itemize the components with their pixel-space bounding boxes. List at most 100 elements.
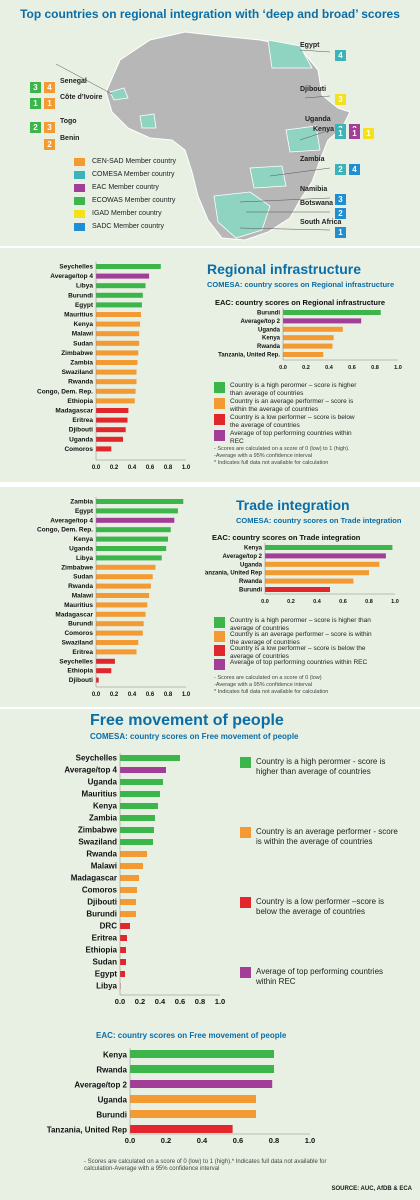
category-label: Rwanda: [239, 579, 263, 585]
trade-comesa-chart: Zambia Egypt Average/top 4 Congo, Dem. Rep.…: [37, 497, 191, 698]
bar: [96, 536, 168, 542]
category-label: Average/top 2: [223, 554, 263, 560]
category-label: Swaziland: [62, 640, 93, 647]
tick-label: 0.4: [128, 465, 137, 471]
bar: [96, 508, 178, 514]
movement-eac-title: EAC: country scores on Free movement of …: [96, 1031, 287, 1040]
legend-item: Country is an average performer – score …: [214, 631, 374, 647]
category-label: Average/top 4: [50, 273, 93, 280]
category-label: Malawi: [91, 862, 117, 871]
category-label: Kenya: [93, 802, 118, 811]
category-label: Seychelles: [59, 658, 93, 665]
bar: [96, 621, 144, 627]
category-label: Ethiopia: [67, 668, 93, 675]
bar: [120, 863, 143, 869]
bar: [120, 755, 180, 761]
tick-label: 0.6: [233, 1136, 243, 1145]
score-badge: 1: [30, 98, 41, 109]
map-title: Top countries on regional integration wi…: [20, 7, 400, 21]
legend-swatch: [214, 430, 225, 441]
category-label: Average/top 4: [50, 517, 93, 524]
legend-text: Country is an average performer – score …: [230, 631, 372, 646]
category-label: Madagascar: [55, 611, 93, 618]
tick-label: 0.6: [175, 997, 185, 1006]
category-label: Uganda: [258, 327, 281, 333]
category-label: Djibouti: [87, 898, 117, 907]
movement-notes: - Scores are calculated on a score of 0 …: [84, 1159, 327, 1172]
tick-label: 0.8: [365, 599, 373, 605]
score-badge: 1: [335, 227, 346, 238]
map-country-label: Djibouti: [300, 86, 327, 93]
category-label: Burundi: [96, 1111, 127, 1120]
movement-panel: Free movement of people COMESA: country …: [0, 709, 420, 1200]
trade-title: Trade integration: [236, 497, 350, 513]
legend-swatch: [214, 398, 225, 409]
legend-text: Country is a low performer –score is bel…: [256, 897, 385, 916]
bar: [96, 555, 162, 561]
africa-map: [55, 31, 351, 241]
category-label: Average/top 2: [241, 319, 281, 325]
cote-divoire-shape: [139, 113, 157, 129]
bar: [96, 379, 137, 385]
map-panel: Top countries on regional integration wi…: [0, 0, 420, 246]
movement-title: Free movement of people: [90, 712, 284, 729]
bar: [120, 959, 126, 965]
category-label: Tanzania, United Rep.: [218, 353, 280, 359]
map-country-label: Egypt: [300, 42, 320, 49]
tick-label: 0.2: [110, 692, 119, 698]
score-badge: 3: [30, 82, 41, 93]
tick-label: 0.6: [146, 692, 155, 698]
infra-title: Regional infrastructure: [207, 261, 362, 277]
trade-subtitle: COMESA: country scores on Trade integrat…: [236, 516, 402, 525]
category-label: Kenya: [244, 546, 263, 552]
legend-swatch: [214, 645, 225, 656]
map-country-label: Senegal: [60, 78, 87, 85]
legend-item: Country is a high perormer – score is hi…: [214, 617, 374, 633]
category-label: Congo, Dem. Rep.: [37, 388, 93, 395]
tick-label: 0.0: [125, 1136, 135, 1145]
bar: [96, 302, 142, 308]
map-country-label: Kenya: [313, 126, 335, 133]
bar: [283, 318, 362, 324]
category-label: Zambia: [89, 814, 118, 823]
infra-comesa-chart: Seychelles Average/top 4 Libya Burundi Egypt…: [37, 262, 191, 471]
bar: [96, 369, 137, 375]
bar: [130, 1125, 233, 1133]
score-badge: 3: [335, 194, 346, 205]
category-label: Kenya: [103, 1051, 128, 1060]
score-badge: 1: [349, 128, 360, 139]
tick-label: 0.4: [313, 599, 322, 605]
category-label: Seychelles: [76, 754, 118, 763]
category-label: Swaziland: [62, 369, 93, 376]
score-badge: 2: [335, 208, 346, 219]
legend-item: Country is an average performer - score …: [240, 827, 400, 847]
tick-label: 0.0: [279, 365, 287, 371]
category-label: Ethiopia: [85, 946, 117, 955]
legend-item: Country is a high perormer – score is hi…: [214, 382, 364, 398]
category-label: Seychelles: [59, 264, 93, 271]
bar: [283, 343, 333, 349]
legend-swatch: [74, 171, 85, 179]
category-label: Comoros: [82, 886, 118, 895]
legend-label: ECOWAS Member country: [92, 197, 176, 204]
legend-item: Country is an average performer – score …: [214, 398, 364, 414]
score-badge: 4: [335, 50, 346, 61]
category-label: Malawi: [72, 331, 94, 338]
legend-swatch: [240, 757, 251, 768]
legend-swatch: [74, 158, 85, 166]
legend-text: Country is an average performer – score …: [230, 398, 354, 413]
category-label: Libya: [96, 982, 117, 991]
legend-item: Average of top performing countries with…: [240, 967, 400, 987]
bar: [283, 352, 324, 357]
bar: [96, 658, 115, 664]
bar: [130, 1065, 274, 1073]
map-country-label: Botswana: [300, 200, 334, 207]
tick-label: 0.6: [348, 365, 356, 371]
category-label: Uganda: [69, 546, 93, 553]
legend-swatch: [214, 382, 225, 393]
infra-notes: - Scores are calculated on a score of 0 …: [214, 446, 350, 466]
bar: [96, 640, 139, 645]
category-label: Eritrea: [92, 934, 118, 943]
category-label: Egypt: [75, 508, 94, 515]
southern-shape: [213, 191, 271, 239]
